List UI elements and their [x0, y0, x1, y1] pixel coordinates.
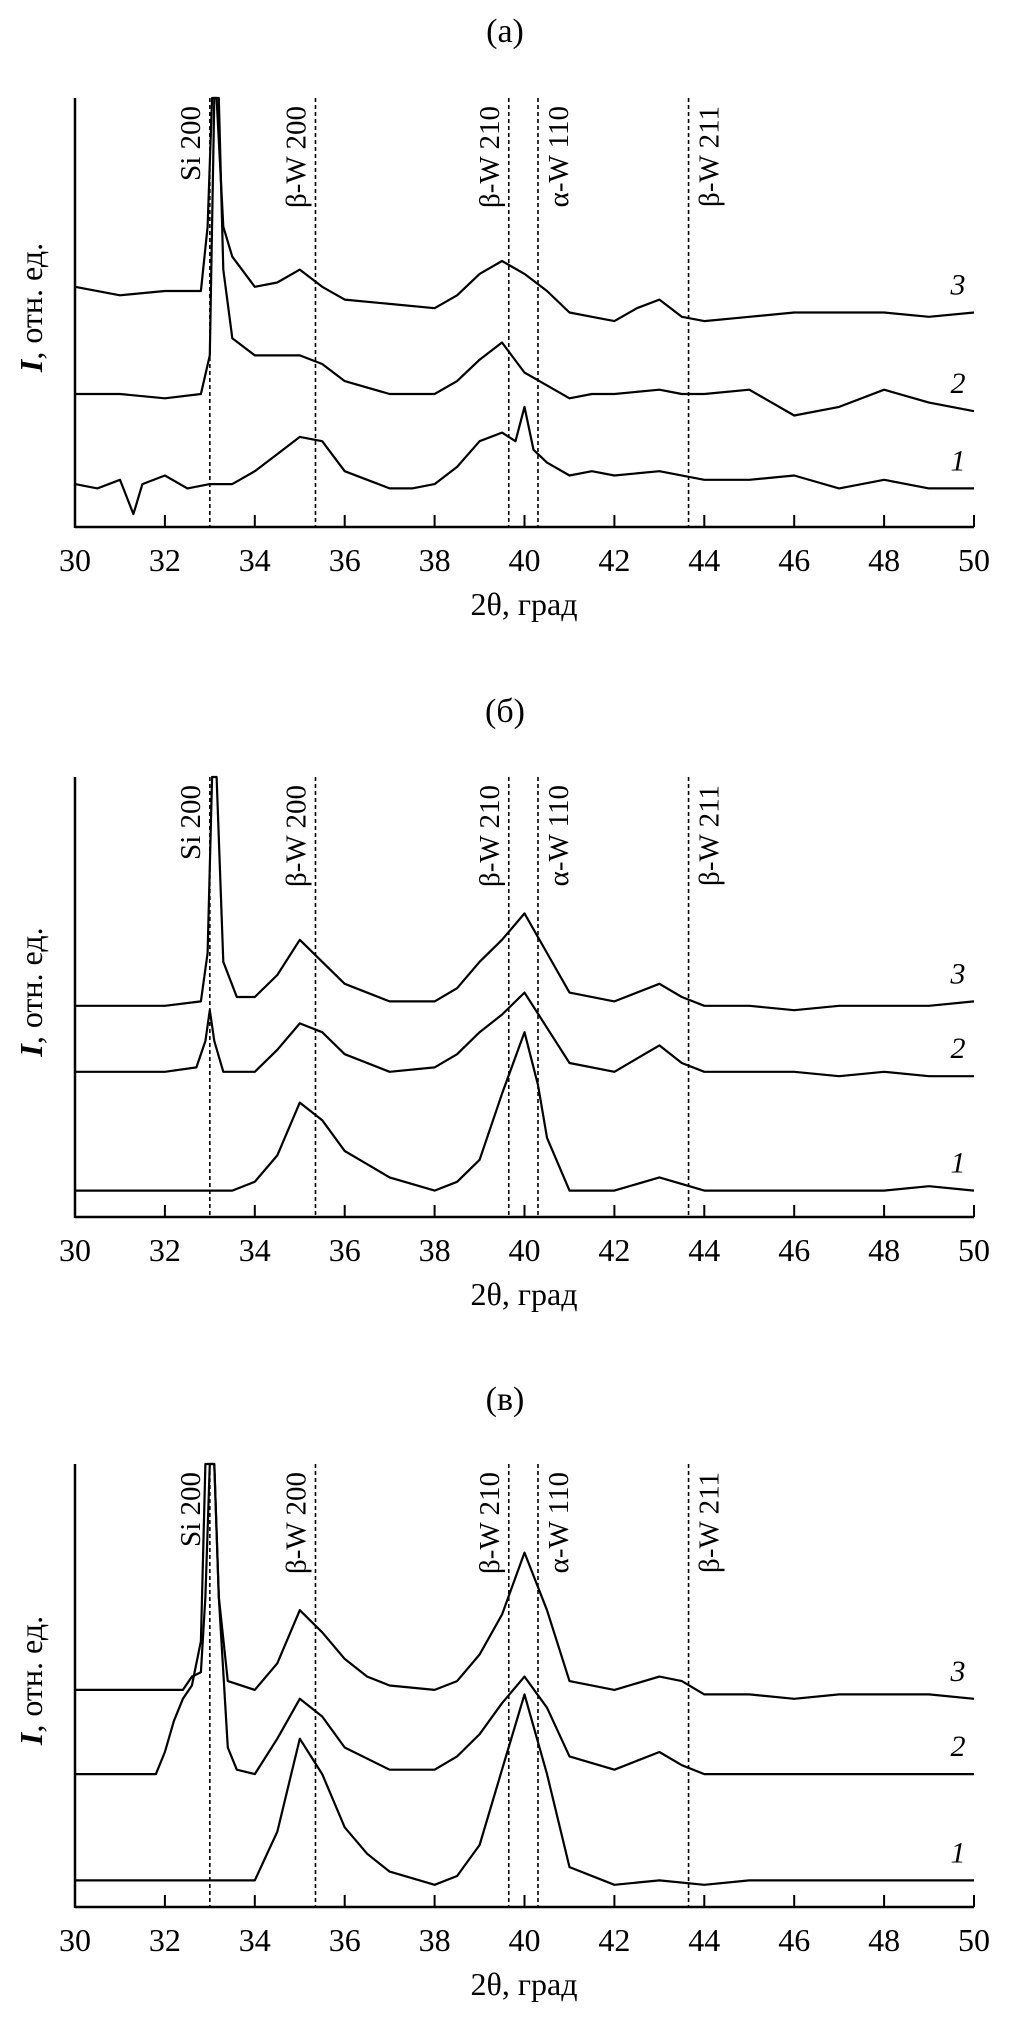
x-tick-label: 44	[688, 542, 720, 578]
x-tick-label: 38	[419, 1232, 451, 1268]
x-tick-label: 44	[688, 1232, 720, 1268]
series-line-3	[75, 775, 975, 1012]
x-tick-label: 40	[509, 1922, 541, 1958]
y-axis-label-text: , отн. ед.	[13, 927, 49, 1044]
x-axis-label: 2θ, град	[471, 1276, 578, 1312]
peak-label: β-W 210	[474, 106, 506, 208]
x-tick-label: 36	[329, 542, 361, 578]
chart-panel-2: (б)Si 200 β-W 200 β-W 210 α-W 110 β-W 211321…	[13, 693, 990, 1312]
y-axis-label-text: , отн. ед.	[13, 243, 49, 360]
peak-label: β-W 200	[280, 1472, 312, 1574]
series-line-2	[75, 991, 974, 1078]
peak-label: β-W 211	[694, 106, 726, 207]
series-line-1	[75, 1693, 974, 1886]
y-axis-label: I, отн. ед.	[13, 1616, 49, 1746]
y-axis-label-symbol: I	[13, 1043, 49, 1058]
peak-label: β-W 211	[694, 1472, 726, 1573]
y-axis-label: I, отн. ед.	[13, 927, 49, 1057]
series-line-3	[75, 1462, 975, 1700]
x-tick-label: 32	[149, 1232, 181, 1268]
series-label: 2	[951, 1730, 966, 1763]
peak-label: α-W 110	[543, 106, 575, 207]
x-tick-label: 42	[598, 1232, 630, 1268]
series-label: 2	[951, 367, 966, 400]
x-tick-label: 36	[329, 1232, 361, 1268]
x-tick-label: 42	[598, 1922, 630, 1958]
series-label: 1	[951, 1147, 966, 1180]
x-tick-label: 50	[958, 542, 990, 578]
chart-title: (a)	[486, 13, 524, 50]
series-line-1	[74, 405, 974, 516]
x-axis-label: 2θ, град	[471, 1966, 578, 2002]
peak-label: Si 200	[175, 106, 207, 181]
x-tick-label: 30	[59, 1232, 91, 1268]
x-tick-label: 48	[868, 542, 900, 578]
series-label: 3	[950, 957, 966, 990]
x-tick-label: 44	[688, 1922, 720, 1958]
peak-label: α-W 110	[543, 1472, 575, 1573]
x-tick-label: 38	[419, 542, 451, 578]
x-tick-label: 42	[598, 542, 630, 578]
chart-title: (в)	[486, 1381, 525, 1418]
x-tick-label: 34	[239, 542, 271, 578]
peak-label: Si 200	[175, 1472, 207, 1547]
x-tick-label: 34	[239, 1232, 271, 1268]
chart-title: (б)	[485, 693, 525, 730]
x-tick-label: 50	[958, 1232, 990, 1268]
series-label: 2	[951, 1032, 966, 1065]
x-tick-label: 32	[149, 542, 181, 578]
peak-label: β-W 211	[694, 785, 726, 886]
y-axis-label-text: , отн. ед.	[13, 1616, 49, 1733]
chart-panel-1: (a)Si 200 β-W 200 β-W 210 α-W 110 β-W 211321…	[13, 13, 990, 622]
peak-label: β-W 200	[280, 106, 312, 208]
x-axis-label: 2θ, град	[471, 586, 578, 622]
series-line-2	[75, 96, 975, 417]
x-tick-label: 46	[778, 1232, 810, 1268]
y-axis-label-symbol: I	[13, 358, 49, 373]
series-label: 1	[951, 444, 966, 477]
x-tick-label: 46	[778, 1922, 810, 1958]
series-label: 3	[950, 1655, 966, 1688]
series-line-2	[75, 1462, 974, 1776]
peak-label: β-W 210	[474, 1472, 506, 1574]
x-tick-label: 34	[239, 1922, 271, 1958]
series-label: 1	[951, 1836, 966, 1869]
x-tick-label: 30	[59, 542, 91, 578]
x-tick-label: 48	[868, 1232, 900, 1268]
chart-panel-3: (в)Si 200 β-W 200 β-W 210 α-W 110 β-W 211321…	[13, 1381, 990, 2002]
x-tick-label: 32	[149, 1922, 181, 1958]
peak-label: β-W 200	[280, 785, 312, 887]
y-axis-label: I, отн. ед.	[13, 243, 49, 373]
peak-label: Si 200	[175, 785, 207, 860]
x-tick-label: 38	[419, 1922, 451, 1958]
peak-label: β-W 210	[474, 785, 506, 887]
y-axis-label-symbol: I	[13, 1731, 49, 1746]
x-tick-label: 36	[329, 1922, 361, 1958]
series-line-1	[75, 1031, 975, 1192]
peak-label: α-W 110	[543, 785, 575, 886]
x-tick-label: 40	[509, 542, 541, 578]
x-tick-label: 48	[868, 1922, 900, 1958]
x-tick-label: 46	[778, 542, 810, 578]
series-label: 3	[950, 269, 966, 302]
x-tick-label: 40	[509, 1232, 541, 1268]
x-tick-label: 50	[958, 1922, 990, 1958]
x-tick-label: 30	[59, 1922, 91, 1958]
